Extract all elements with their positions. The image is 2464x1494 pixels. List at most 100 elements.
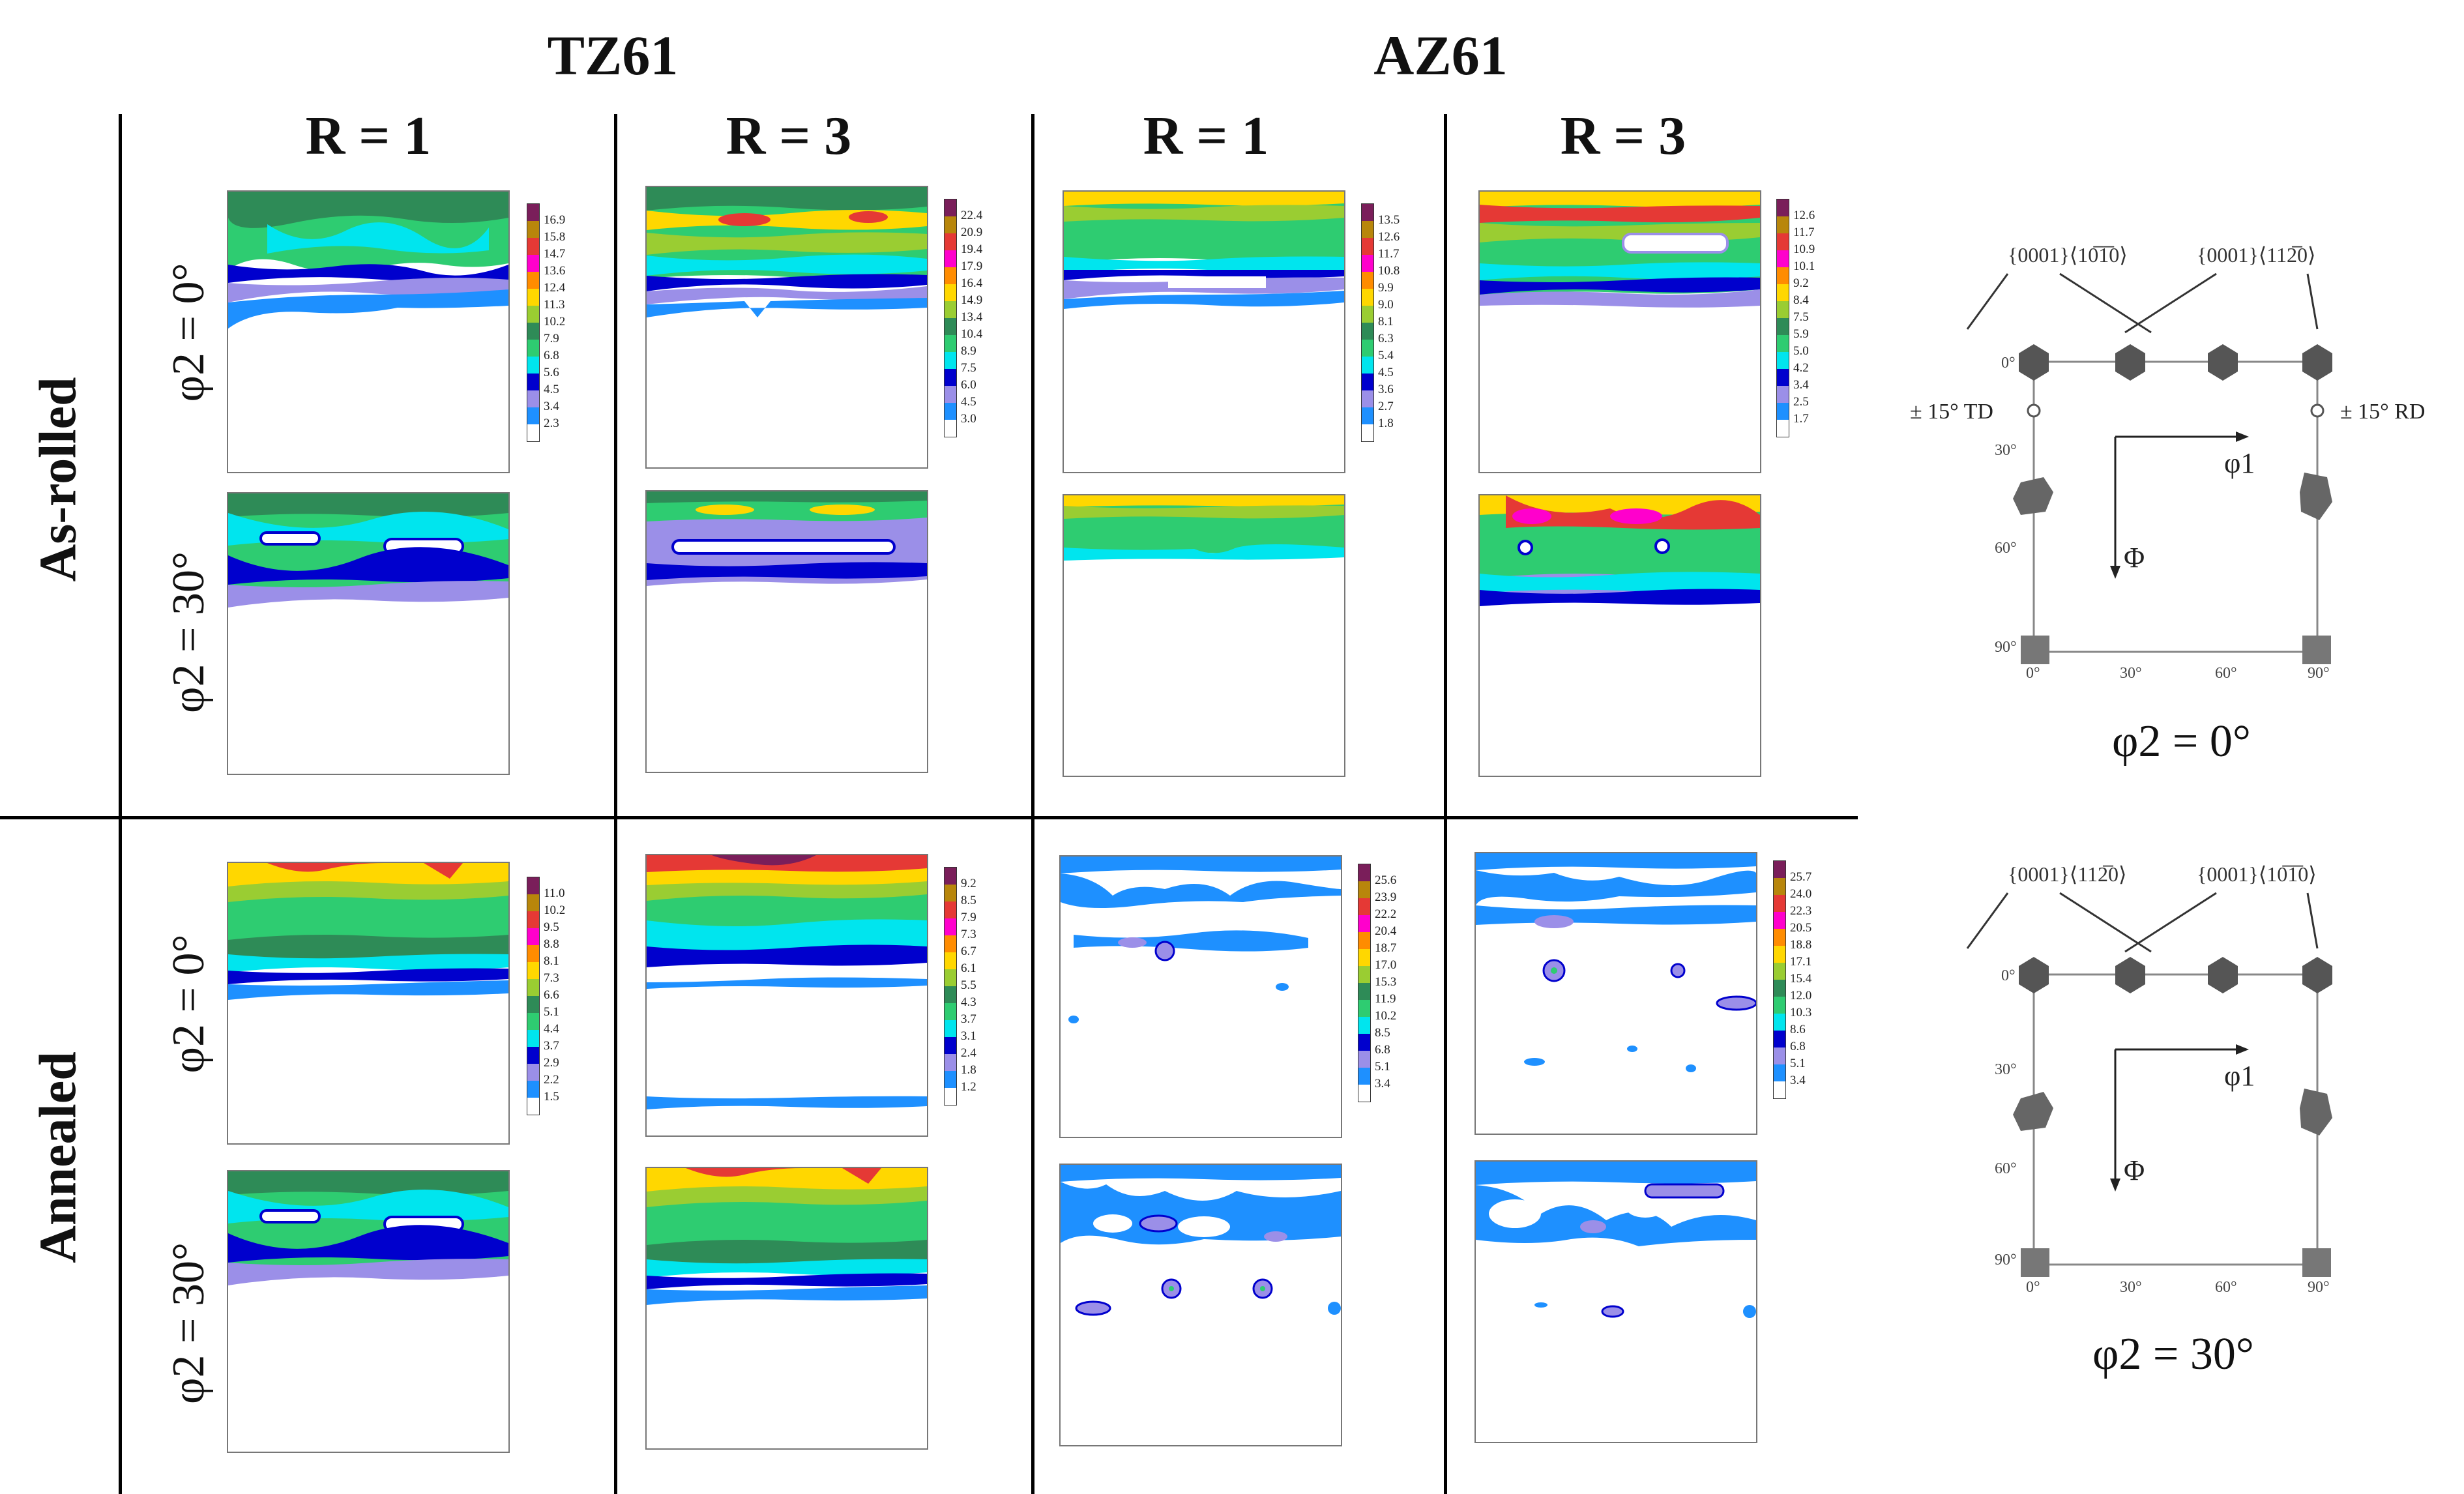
colorbar-segment [1358,1017,1370,1034]
odf-panel-asrolled-phi0-az61-r3 [1478,190,1761,473]
legend-bottom-label-left: {0001}⟨112̅0⟩ [2008,862,2127,886]
colorbar-segment [945,386,956,403]
odf-panel-annealed-phi30-tz61-r3 [645,1167,928,1450]
alloy-header-tz61: TZ61 [547,24,679,87]
colorbar-segment [945,403,956,420]
grid-line-middle [0,816,1858,819]
angle-label-left-60: 60° [1995,1160,2017,1177]
colorbar-segment [1777,284,1789,301]
odf-contour-map [1480,495,1760,776]
colorbar-tick-label: 15.4 [1790,972,1812,986]
grid-line-left [119,114,122,1494]
colorbar-segment [1774,1031,1785,1047]
odf-panel-asrolled-phi0-tz61-r1 [227,190,510,473]
colorbar-segment [527,424,539,441]
colorbar-tick-label: 11.3 [544,298,565,312]
colorbar-tick-label: 4.5 [544,383,559,396]
colorbar-segment [1362,272,1373,289]
hcp-crystal-icon [2115,344,2145,381]
colorbar-tick-label: 9.2 [961,877,976,890]
colorbar-tick-label: 6.8 [1790,1040,1806,1053]
colorbar-tick-label: 12.4 [544,281,566,295]
odf-panel-asrolled-phi0-az61-r1 [1063,190,1345,473]
colorbar-tick-label: 5.5 [961,978,976,992]
colorbar-segment [1362,374,1373,390]
td-label: ± 15° TD [1910,400,1993,424]
odf-panel-asrolled-phi0-tz61-r3 [645,186,928,469]
colorbar-scale [1773,860,1786,1099]
colorbar-tick-label: 5.9 [1793,327,1809,341]
colorbar-segment [1358,932,1370,949]
colorbar-tick-label: 10.3 [1790,1006,1812,1019]
colorbar-segment [527,340,539,357]
colorbar-tick-label: 18.8 [1790,938,1812,952]
colorbar-tick-label: 6.3 [1378,332,1394,345]
leader-line [2306,892,2319,949]
odf-contour-map [1061,1165,1341,1445]
colorbar-segment [1777,301,1789,318]
odf-panel-annealed-phi30-tz61-r1 [227,1170,510,1453]
colorbar-tick-label: 13.4 [961,310,983,324]
colorbar-tick-label: 2.5 [1793,395,1809,409]
colorbar-tick-label: 10.9 [1793,242,1815,256]
colorbar-scale [944,867,957,1106]
colorbar-scale [1361,203,1374,442]
odf-panel-asrolled-phi30-tz61-r1 [227,492,510,775]
legend-bottom-label-right: {0001}⟨10̅1̅0⟩ [2197,862,2317,886]
hcp-crystal-icon [2302,957,2332,993]
colorbar-tick-label: 10.2 [544,903,566,917]
colorbar-tick-label: 10.2 [1375,1009,1397,1023]
colorbar-segment [945,901,956,918]
colorbar-tick-label: 7.3 [961,928,976,941]
colorbar-segment [1777,199,1789,216]
colorbar-tick-label: 9.9 [1378,281,1394,295]
leader-line [2124,272,2217,334]
colorbar-tick-label: 5.1 [544,1005,559,1019]
colorbar-tick-label: 8.8 [544,937,559,951]
odf-contour-map [647,491,927,772]
colorbar-segment [1358,1000,1370,1017]
colorbar-tick-label: 5.6 [544,366,559,379]
odf-contour-map [647,1168,927,1448]
odf-panel-asrolled-phi30-az61-r3 [1478,494,1761,777]
r-header-tz61-r3: R = 3 [726,106,852,166]
colorbar-segment [1362,323,1373,340]
colorbar-tick-label: 3.4 [1375,1077,1390,1091]
colorbar-tick-label: 14.7 [544,247,566,261]
colorbar-segment [527,1013,539,1030]
colorbar-segment [945,918,956,935]
hcp-prism-icon [2021,636,2049,664]
odf-panel-annealed-phi0-az61-r1 [1059,855,1342,1138]
colorbar-tick-label: 8.6 [1790,1023,1806,1036]
colorbar-tick-label: 22.4 [961,209,983,222]
colorbar-tick-label: 18.7 [1375,941,1397,955]
colorbar-tick-label: 5.1 [1790,1057,1806,1070]
odf-panel-annealed-phi0-tz61-r1 [227,862,510,1145]
angle-label-bottom-0: 0° [2026,665,2040,682]
colorbar-tick-label: 8.1 [544,954,559,968]
colorbar-segment [1358,898,1370,915]
colorbar-tick-label: 8.5 [961,894,976,907]
colorbar-segment [527,1047,539,1064]
colorbar-tick-label: 9.0 [1378,298,1394,312]
rd-marker-icon [2310,403,2325,418]
grid-line-col3 [1031,114,1034,1494]
colorbar-segment [1358,983,1370,1000]
colorbar-segment [1774,1014,1785,1031]
colorbar-scale [1358,864,1371,1102]
odf-contour-map [1476,853,1756,1134]
hcp-prism-icon [2302,636,2331,664]
td-marker-icon [2027,403,2041,418]
colorbar-tick-label: 15.8 [544,230,566,244]
colorbar-segment [527,289,539,306]
colorbar-tick-label: 10.8 [1378,264,1400,278]
colorbar-segment [945,301,956,318]
colorbar-tick-label: 20.5 [1790,921,1812,935]
colorbar-tick-label: 7.5 [961,361,976,375]
odf-contour-map [1064,192,1344,472]
colorbar-segment [1774,878,1785,895]
colorbar-segment [527,877,539,894]
angle-label-bottom-0: 0° [2026,1279,2040,1296]
colorbar-segment [1358,1051,1370,1068]
colorbar-scale [527,203,540,442]
